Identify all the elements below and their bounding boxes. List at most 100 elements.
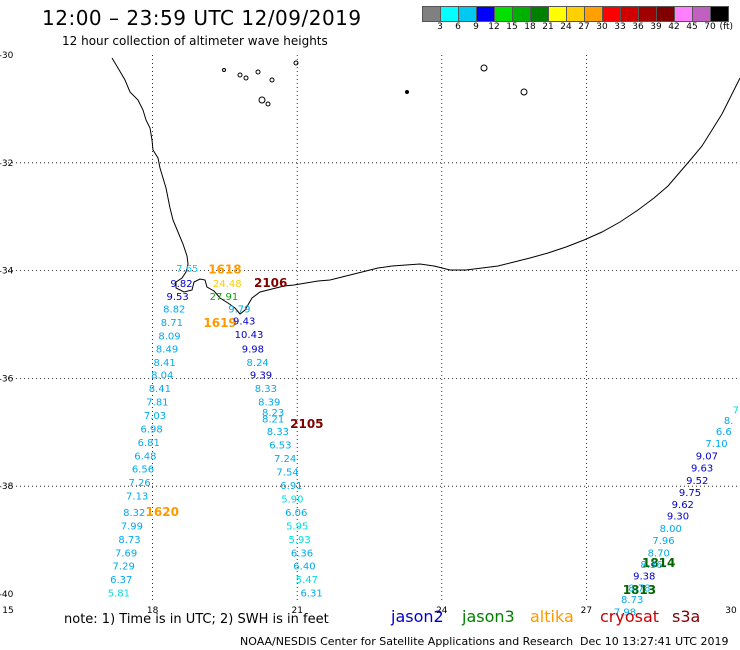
- wave-height-value: 7.99: [121, 521, 143, 532]
- wave-height-value: 8.32: [123, 508, 145, 519]
- wave-height-value: 9.62: [672, 500, 694, 511]
- scale-unit: (ft): [719, 22, 733, 32]
- legend-cryosat: cryosat: [600, 607, 660, 626]
- color-scale-label: 70: [704, 22, 716, 32]
- color-scale-label: 18: [524, 22, 536, 32]
- graticule: [8, 55, 740, 600]
- color-scale-label: 33: [614, 22, 626, 32]
- latitude-label: -34: [0, 267, 14, 277]
- island-marker: [269, 77, 275, 83]
- latitude-label: -38: [0, 482, 14, 492]
- color-swatch: [710, 6, 729, 22]
- note-text: note: 1) Time is in UTC; 2) SWH is in fe…: [64, 612, 329, 627]
- wave-height-value: 8.00: [660, 524, 682, 535]
- wave-height-value: 9.38: [633, 571, 655, 582]
- color-swatch: [638, 6, 656, 22]
- wave-height-value: 9.63: [691, 464, 713, 475]
- wave-height-value: 8.41: [149, 384, 171, 395]
- footer-timestamp: Dec 10 13:27:41 UTC 2019: [580, 635, 729, 648]
- color-swatch: [656, 6, 674, 22]
- color-scale-label: 12: [488, 22, 500, 32]
- color-swatch: [566, 6, 584, 22]
- legend-jason3: jason3: [462, 607, 515, 626]
- wave-height-value: 9.79: [228, 305, 250, 316]
- color-swatch: [512, 6, 530, 22]
- wave-height-value: 7.13: [126, 492, 148, 503]
- wave-height-value: 6.37: [110, 575, 132, 586]
- wave-height-value: 7.03: [144, 411, 166, 422]
- longitude-label: 15: [2, 606, 13, 616]
- color-scale-label: 45: [686, 22, 698, 32]
- wave-height-value: 9.30: [667, 512, 689, 523]
- map-title: 12:00 – 23:59 UTC 12/09/2019: [42, 6, 362, 30]
- wave-height-value: 8.70: [648, 548, 670, 559]
- wave-height-value: 7.24: [274, 454, 296, 465]
- track-time-label: 2105: [290, 417, 323, 431]
- island-marker: [405, 90, 409, 94]
- wave-height-value: 6.53: [269, 440, 291, 451]
- footer-credit: NOAA/NESDIS Center for Satellite Applica…: [240, 635, 574, 648]
- longitude-label: 30: [725, 606, 737, 616]
- wave-height-points: 7.65 9.82 24.48 9.53 27.91 8.82 9.79 8.71 9.43 8.…: [108, 264, 739, 618]
- wave-height-value: 5.47: [296, 575, 318, 586]
- wave-height-value: 6.6: [716, 427, 732, 438]
- wave-height-value: 8.09: [158, 332, 180, 343]
- wave-height-value: 7.96: [652, 536, 674, 547]
- island-marker: [293, 60, 299, 66]
- color-scale-label: 3: [437, 22, 443, 32]
- wave-height-value: 9.82: [170, 279, 192, 290]
- wave-height-value: 7.65: [176, 264, 198, 275]
- color-swatch: [530, 6, 548, 22]
- wave-height-value: 9.53: [167, 292, 189, 303]
- wave-height-value: 6.81: [138, 438, 160, 449]
- wave-height-value: 7: [733, 405, 739, 416]
- wave-height-value: 7.81: [146, 397, 168, 408]
- wave-height-value: 10.43: [235, 330, 264, 341]
- latitude-label: -40: [0, 590, 14, 600]
- wave-height-value: 5.93: [288, 535, 310, 546]
- wave-height-value: 7.98: [614, 608, 636, 619]
- wave-height-value: 9.75: [679, 488, 701, 499]
- coastline: [111, 57, 740, 315]
- color-swatch: [620, 6, 638, 22]
- color-swatch: [674, 6, 692, 22]
- latitude-label: -30: [0, 51, 14, 61]
- wave-height-value: 8.21: [262, 415, 284, 426]
- wave-height-value: 8.36: [640, 560, 662, 571]
- track-time-label: 1619: [203, 316, 236, 330]
- wave-height-value: 6.40: [293, 562, 315, 573]
- latitude-label: -36: [0, 374, 14, 384]
- color-swatch: [494, 6, 512, 22]
- wave-height-value: 24.48: [213, 279, 242, 290]
- color-swatch: [422, 6, 440, 22]
- color-scale-label: 36: [632, 22, 644, 32]
- longitude-label: 27: [581, 606, 592, 616]
- legend-s3a: s3a: [672, 607, 701, 626]
- island-marker: [237, 72, 243, 78]
- wave-height-value: 6.91: [280, 481, 302, 492]
- color-scale-label: 6: [455, 22, 461, 32]
- wave-height-value: 6.56: [132, 465, 154, 476]
- legend-altika: altika: [530, 607, 574, 626]
- longitude-label: 21: [291, 606, 302, 616]
- island-marker: [243, 75, 249, 81]
- latitude-labels: -30 -32 -34 -36 -38 -40: [0, 51, 14, 600]
- island-marker: [265, 101, 271, 107]
- legend-jason2: jason2: [391, 607, 444, 626]
- wave-height-value: 8.04: [151, 370, 173, 381]
- color-scale-labels: 3 6 9 12 15 18 21 24 27 30 33 36 39 42 45 70: [422, 22, 740, 36]
- wave-height-value: 8.73: [118, 535, 140, 546]
- track-time-label: 1620: [146, 505, 179, 519]
- track-time-label: 1618: [208, 262, 241, 276]
- wave-height-value: 8.49: [156, 345, 178, 356]
- color-scale-label: 15: [506, 22, 518, 32]
- island-marker: [258, 96, 266, 104]
- coastline-path: [111, 57, 740, 315]
- track-time-label: 1814: [642, 556, 675, 570]
- color-scale-label: 24: [560, 22, 572, 32]
- color-swatch: [548, 6, 566, 22]
- wave-height-value: 9.52: [686, 476, 708, 487]
- longitude-label: 24: [436, 606, 448, 616]
- color-swatch: [458, 6, 476, 22]
